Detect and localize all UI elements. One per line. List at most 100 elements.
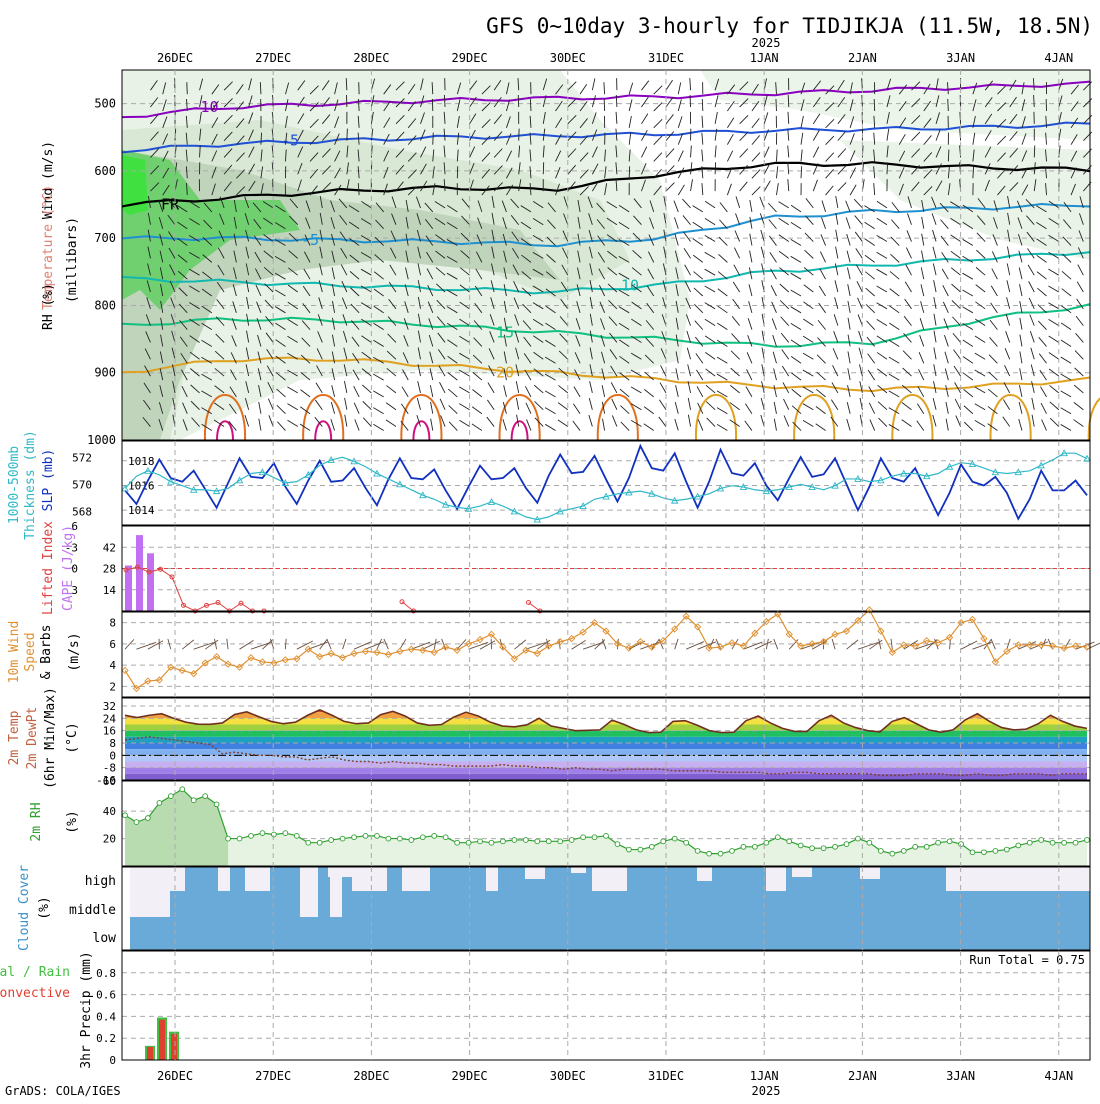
wind-barb — [1062, 271, 1071, 279]
wind-barb — [705, 269, 715, 275]
wind-barb — [934, 331, 936, 343]
wind-barb — [261, 133, 262, 145]
wind-barb — [976, 250, 985, 258]
wind-barb — [631, 387, 641, 393]
wind-barb — [919, 352, 924, 363]
rh-marker — [787, 839, 792, 844]
rh-marker — [134, 820, 139, 825]
wind-barb — [530, 99, 531, 111]
wind-barb — [963, 239, 973, 245]
isotherm-label: -5 — [281, 132, 299, 150]
wind-barb — [616, 112, 617, 124]
wind-barb — [558, 385, 567, 392]
rh-marker — [191, 798, 196, 803]
rh-marker — [581, 835, 586, 840]
wind-barb — [448, 373, 457, 380]
wind-barb — [516, 398, 518, 410]
wind-barb — [819, 303, 826, 313]
wind-barb — [791, 323, 801, 329]
rh-marker — [478, 839, 483, 844]
wind-barb — [344, 381, 346, 393]
wind-barb — [992, 251, 997, 262]
wind-barb — [813, 114, 820, 124]
wind-barb — [1030, 314, 1034, 325]
wind-barb — [769, 236, 776, 246]
cloud-gap-block — [486, 867, 498, 891]
slp-line — [125, 446, 1087, 519]
precip-convective-bar — [171, 1034, 177, 1060]
wind-barb — [675, 419, 678, 430]
thickness-frame — [122, 441, 1090, 525]
wind-barb — [988, 389, 997, 397]
temp-band — [122, 706, 1090, 712]
wind-barb — [1061, 340, 1071, 346]
date-label-bottom: 27DEC — [255, 1069, 291, 1083]
rh-marker — [649, 844, 654, 849]
wind-barb — [1032, 381, 1035, 393]
wind-barb — [688, 415, 690, 427]
wind-barb — [373, 408, 383, 414]
cloud-gap-block — [245, 867, 270, 891]
wind-barb — [473, 372, 482, 380]
wind-barb — [752, 118, 759, 127]
wind-barb — [620, 406, 629, 414]
wind-barb — [848, 385, 851, 397]
wind-barb — [847, 419, 850, 431]
wind-barb — [976, 267, 985, 275]
wind-barb — [346, 78, 347, 90]
wind-barb — [902, 402, 912, 409]
li-tick: 6 — [71, 520, 78, 533]
diurnal-isotherm — [991, 395, 1031, 440]
wind-barb — [838, 131, 846, 140]
rh-marker — [810, 846, 815, 851]
wind-barb — [933, 230, 936, 241]
wind10-barb — [343, 639, 346, 649]
wind-barb — [907, 213, 911, 224]
wind-barb — [826, 119, 834, 128]
wind-barb — [362, 385, 371, 393]
wind-barb — [933, 398, 936, 410]
plot-content: 26DEC26DEC27DEC27DEC28DEC28DEC29DEC29DEC… — [65, 51, 1100, 1083]
wind-barb — [838, 149, 846, 158]
wind-barb — [590, 381, 593, 393]
wind-barb — [803, 370, 813, 376]
wind-barb — [780, 284, 789, 292]
wind-barb — [934, 364, 936, 376]
wind-barb — [702, 116, 703, 128]
wind10-barb — [514, 640, 526, 649]
wind10-barb — [847, 640, 859, 649]
rh-marker — [546, 839, 551, 844]
wind-barb — [964, 389, 973, 397]
wind-barb — [847, 234, 850, 245]
wind-barb — [705, 235, 715, 241]
wind-barb — [1077, 282, 1083, 292]
wind-barb — [750, 234, 752, 246]
wind-barb — [770, 252, 777, 262]
wind-barb — [287, 404, 297, 410]
wind-barb — [1042, 420, 1047, 431]
wind-barb — [674, 217, 678, 228]
wind-barb — [706, 369, 716, 376]
wind-barb — [877, 286, 887, 292]
rh-marker — [455, 840, 460, 845]
wind-barb — [917, 404, 923, 414]
precip-tick: 0 — [109, 1054, 116, 1067]
wind-barb — [1020, 335, 1022, 347]
chart-title: GFS 0~10day 3-hourly for TIDJIKJA (11.5W… — [486, 14, 1093, 38]
wind-barb — [730, 385, 739, 393]
wind-barb — [459, 420, 469, 426]
wind-barb — [654, 136, 662, 145]
wind-barb — [654, 86, 662, 95]
wind-barb — [678, 185, 684, 195]
wind-barb — [503, 419, 507, 430]
wind-barb — [734, 248, 739, 259]
wind-barb — [733, 282, 739, 292]
wind-barb — [472, 407, 482, 414]
wind-barb — [629, 99, 632, 111]
wind-barb — [997, 136, 1005, 145]
wind-barb — [690, 78, 691, 90]
wind-barb — [732, 316, 740, 325]
wind-barb — [941, 220, 949, 229]
wind-barb — [850, 168, 855, 179]
wind-barb — [836, 196, 838, 208]
